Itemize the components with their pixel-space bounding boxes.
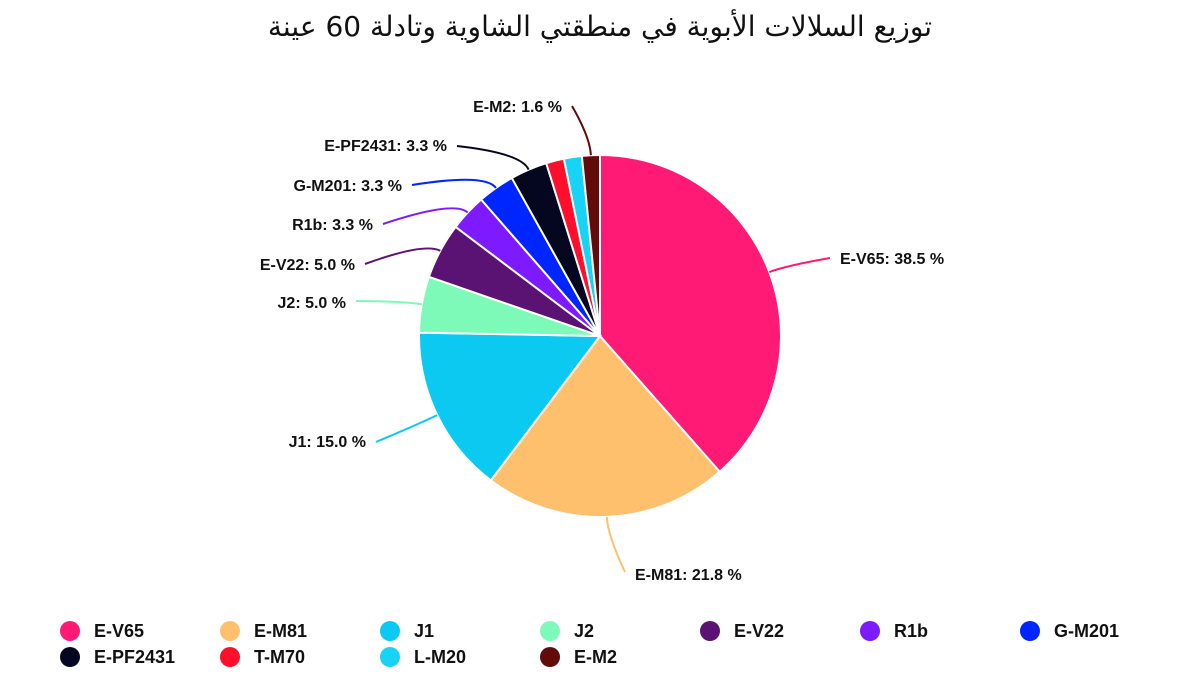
leader-line-e-v22: [364, 247, 441, 265]
legend-item-e-v22[interactable]: E-V22: [700, 618, 784, 644]
legend-item-g-m201[interactable]: G-M201: [1020, 618, 1119, 644]
legend-label: L-M20: [414, 646, 467, 667]
legend-swatch: [1020, 621, 1040, 641]
legend-swatch: [540, 621, 560, 641]
leader-line-j1: [375, 414, 438, 443]
pie-slice-e-v65: [599, 153, 782, 474]
slice-labels: E-V65: 38.5 % E-M81: 21.8 % J1: 15.0 % J2: …: [260, 99, 944, 584]
pie-chart: E-V65: 38.5 % E-M81: 21.8 % J1: 15.0 % J2: …: [260, 99, 944, 584]
legend-swatch: [540, 647, 560, 667]
legend-label: E-V22: [734, 620, 785, 641]
legend-swatch: [220, 621, 240, 641]
slice-label-e-pf2431: E-PF2431: 3.3 %: [324, 138, 447, 155]
chart-title: توزيع السلالات الأبوية في منطقتي الشاوية…: [267, 10, 933, 43]
leader-line-e-pf2431: [456, 145, 530, 171]
legend-label: G-M201: [1054, 620, 1120, 641]
legend-label: E-M2: [574, 646, 618, 667]
legend-item-t-m70[interactable]: T-M70: [220, 644, 305, 670]
pie-slice-e-m81: [489, 334, 722, 518]
leader-line-g-m201: [411, 178, 497, 189]
slice-label-e-v65: E-V65: 38.5 %: [840, 251, 944, 268]
legend-label: E-PF2431: [94, 646, 176, 667]
slice-label-e-v22: E-V22: 5.0 %: [260, 257, 355, 274]
legend-swatch: [380, 621, 400, 641]
leader-line-e-m2: [571, 105, 592, 156]
legend-label: J1: [414, 620, 435, 641]
slice-label-e-m2: E-M2: 1.6 %: [473, 99, 562, 116]
legend-swatch: [220, 647, 240, 667]
leader-lines: [355, 105, 831, 573]
legend-item-j1[interactable]: J1: [380, 618, 434, 644]
legend-label: R1b: [894, 620, 929, 641]
legend-label: E-M81: [254, 620, 308, 641]
legend-label: T-M70: [254, 646, 306, 667]
legend-label: J2: [574, 620, 595, 641]
slice-label-r1b: R1b: 3.3 %: [292, 217, 373, 234]
leader-line-j2: [355, 300, 422, 306]
leader-line-e-m81: [605, 516, 626, 573]
slice-label-e-m81: E-M81: 21.8 %: [635, 567, 742, 584]
leader-line-r1b: [382, 207, 469, 225]
legend-swatch: [380, 647, 400, 667]
slice-label-j2: J2: 5.0 %: [278, 295, 346, 312]
legend-swatch: [860, 621, 880, 641]
legend-item-e-pf2431[interactable]: E-PF2431: [60, 644, 175, 670]
legend-label: E-V65: [94, 620, 145, 641]
legend-item-e-m81[interactable]: E-M81: [220, 618, 307, 644]
legend-item-j2[interactable]: J2: [540, 618, 594, 644]
legend-item-r1b[interactable]: R1b: [860, 618, 928, 644]
slice-label-g-m201: G-M201: 3.3 %: [294, 178, 402, 195]
pie-slice-e-m2: [580, 153, 601, 337]
legend-item-e-v65[interactable]: E-V65: [60, 618, 144, 644]
slice-label-j1: J1: 15.0 %: [289, 434, 366, 451]
legend-swatch: [60, 621, 80, 641]
legend-swatch: [60, 647, 80, 667]
legend-item-e-m2[interactable]: E-M2: [540, 644, 617, 670]
legend-item-l-m20[interactable]: L-M20: [380, 644, 466, 670]
leader-line-e-v65: [768, 257, 831, 273]
pie-slices: [418, 153, 782, 518]
legend-swatch: [700, 621, 720, 641]
